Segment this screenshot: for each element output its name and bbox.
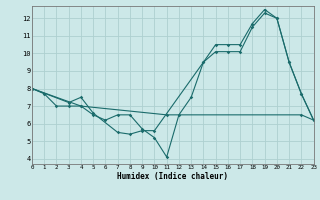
X-axis label: Humidex (Indice chaleur): Humidex (Indice chaleur): [117, 172, 228, 181]
